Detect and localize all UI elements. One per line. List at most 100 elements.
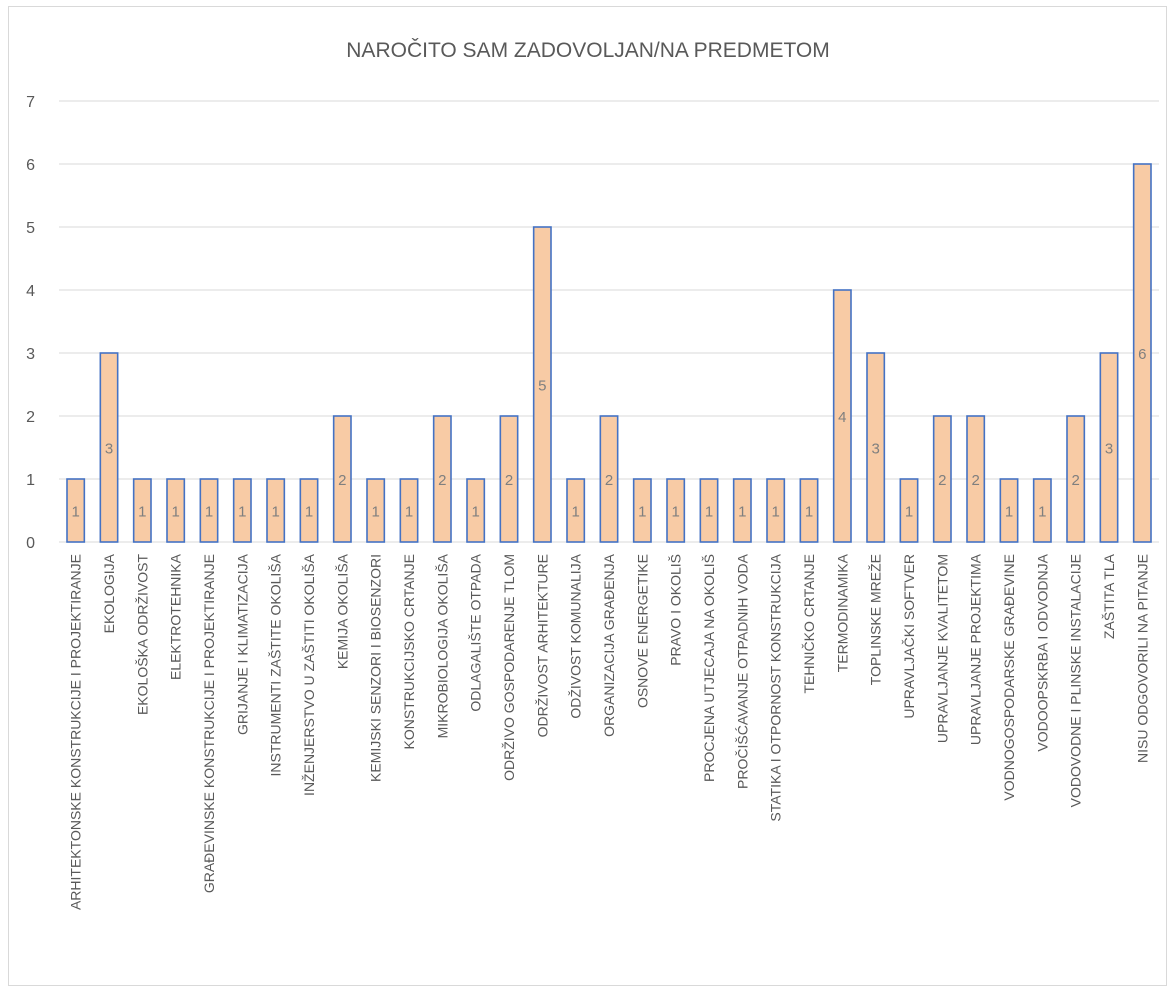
data-label: 1	[205, 504, 213, 521]
x-tick-label: OSNOVE ENERGETIKE	[634, 554, 650, 708]
data-label: 1	[571, 504, 579, 521]
data-label: 1	[738, 504, 746, 521]
bar	[66, 478, 86, 543]
x-tick-label: TOPLINSKE MREŽE	[868, 554, 884, 685]
data-label: 1	[905, 504, 913, 521]
bar	[432, 415, 452, 543]
bar	[932, 415, 952, 543]
bar	[232, 478, 252, 543]
bar	[666, 478, 686, 543]
y-tick-label: 3	[26, 346, 35, 363]
chart-frame: NAROČITO SAM ZADOVOLJAN/NA PREDMETOM 0 1 2…	[8, 6, 1167, 986]
data-label: 1	[671, 504, 679, 521]
x-tick-label: ZAŠTITA TLA	[1101, 553, 1117, 639]
data-label: 1	[238, 504, 246, 521]
x-tick-label: NISU ODGOVORILI NA PITANJE	[1134, 554, 1150, 763]
bar	[466, 478, 486, 543]
bar	[966, 415, 986, 543]
data-label: 2	[338, 472, 346, 489]
bar	[532, 226, 552, 543]
data-label: 1	[1038, 504, 1046, 521]
bar	[866, 352, 886, 543]
bar	[699, 478, 719, 543]
x-tick-label: GRAĐEVINSKE KONSTRUKCIJE I PROJEKTIRANJE	[201, 554, 217, 893]
bar	[266, 478, 286, 543]
data-label: 2	[605, 472, 613, 489]
y-tick-label: 5	[26, 220, 35, 237]
x-tick-label: ELEKTROTEHNIKA	[168, 553, 184, 680]
x-tick-label: ORGANIZACIJA GRAĐENJA	[601, 553, 617, 736]
y-tick-label: 2	[26, 409, 35, 426]
bar	[1066, 415, 1086, 543]
x-tick-label: INSTRUMENTI ZAŠTITE OKOLIŠA	[268, 553, 284, 776]
x-tick-label: PROČIŠĆAVANJE OTPADNIH VODA	[734, 553, 750, 789]
y-tick-label: 0	[26, 535, 35, 552]
bar	[99, 352, 119, 543]
bar	[632, 478, 652, 543]
x-tick-label: VODNOGOSPODARSKE GRAĐEVINE	[1001, 554, 1017, 801]
x-tick-label: EKOLOŠKA ODRŽIVOST	[134, 554, 150, 715]
bar	[166, 478, 186, 543]
bar	[832, 289, 852, 543]
data-label: 2	[438, 472, 446, 489]
data-label: 1	[305, 504, 313, 521]
bar	[199, 478, 219, 543]
x-axis-category-labels: ARHITEKTONSKE KONSTRUKCIJE I PROJEKTIRAN…	[68, 553, 1151, 910]
data-label: 1	[71, 504, 79, 521]
bar	[332, 415, 352, 543]
x-tick-label: MIKROBIOLOGIJA OKOLIŠA	[434, 553, 450, 738]
data-labels: 1 3 1 1 1 1 1 1 2 1 1 2 1 2 5 1 2 1 1 1 1 1 1 4 3 1 2 2 1 1 2 3 6	[71, 346, 1146, 521]
x-tick-label: STATIKA I OTPORNOST KONSTRUKCIJA	[768, 553, 784, 821]
x-tick-label: GRIJANJE I KLIMATIZACIJA	[234, 553, 250, 735]
x-tick-label: VODOOPSKRBA I ODVODNJA	[1034, 553, 1050, 751]
x-tick-label: ODŽIVOST KOMUNALIJA	[568, 553, 584, 718]
bar	[399, 478, 419, 543]
data-label: 1	[805, 504, 813, 521]
x-tick-label: ODRŽIVO GOSPODARENJE TLOM	[501, 554, 517, 781]
data-label: 1	[471, 504, 479, 521]
data-label: 1	[138, 504, 146, 521]
x-tick-label: ODRŽIVOST ARHITEKTURE	[534, 554, 550, 737]
y-axis-ticks: 0 1 2 3 4 5 6 7	[26, 94, 35, 552]
bar	[899, 478, 919, 543]
x-tick-label: ODLAGALIŠTE OTPADA	[468, 553, 484, 711]
y-tick-label: 1	[26, 472, 35, 489]
bar	[299, 478, 319, 543]
bar	[732, 478, 752, 543]
data-label: 1	[271, 504, 279, 521]
chart-title: NAROČITO SAM ZADOVOLJAN/NA PREDMETOM	[346, 39, 829, 62]
data-label: 1	[171, 504, 179, 521]
data-label: 3	[1105, 441, 1113, 458]
x-tick-label: PROCJENA UTJECAJA NA OKOLIŠ	[701, 554, 717, 782]
data-label: 2	[938, 472, 946, 489]
bar-chart: NAROČITO SAM ZADOVOLJAN/NA PREDMETOM 0 1 2…	[26, 39, 1159, 910]
x-tick-label: KONSTRUKCIJSKO CRTANJE	[401, 554, 417, 750]
data-label: 2	[971, 472, 979, 489]
x-tick-label: UPRAVLJANJE KVALITETOM	[934, 554, 950, 743]
x-tick-label: VODOVODNE I PLINSKE INSTALACIJE	[1068, 554, 1084, 807]
bar	[999, 478, 1019, 543]
bar	[1032, 478, 1052, 543]
bar	[766, 478, 786, 543]
x-tick-label: ARHITEKTONSKE KONSTRUKCIJE I PROJEKTIRAN…	[68, 554, 84, 910]
data-label: 3	[871, 441, 879, 458]
x-tick-label: TERMODINAMIKA	[834, 553, 850, 672]
bar	[132, 478, 152, 543]
data-label: 2	[1071, 472, 1079, 489]
bar	[799, 478, 819, 543]
data-label: 1	[638, 504, 646, 521]
bar	[1099, 352, 1119, 543]
data-label: 6	[1138, 346, 1146, 363]
data-label: 5	[538, 378, 546, 395]
data-label: 1	[771, 504, 779, 521]
bar	[499, 415, 519, 543]
data-label: 2	[505, 472, 513, 489]
x-tick-label: UPRAVLJANJE PROJEKTIMA	[968, 553, 984, 745]
x-tick-label: KEMIJSKI SENZORI I BIOSENZORI	[368, 554, 384, 782]
data-label: 1	[405, 504, 413, 521]
x-tick-label: INŽENJERSTVO U ZAŠTITI OKOLIŠA	[301, 553, 317, 796]
y-tick-label: 6	[26, 157, 35, 174]
data-label: 3	[105, 441, 113, 458]
bar	[599, 415, 619, 543]
x-tick-label: UPRAVLJAČKI SOFTVER	[901, 554, 917, 719]
